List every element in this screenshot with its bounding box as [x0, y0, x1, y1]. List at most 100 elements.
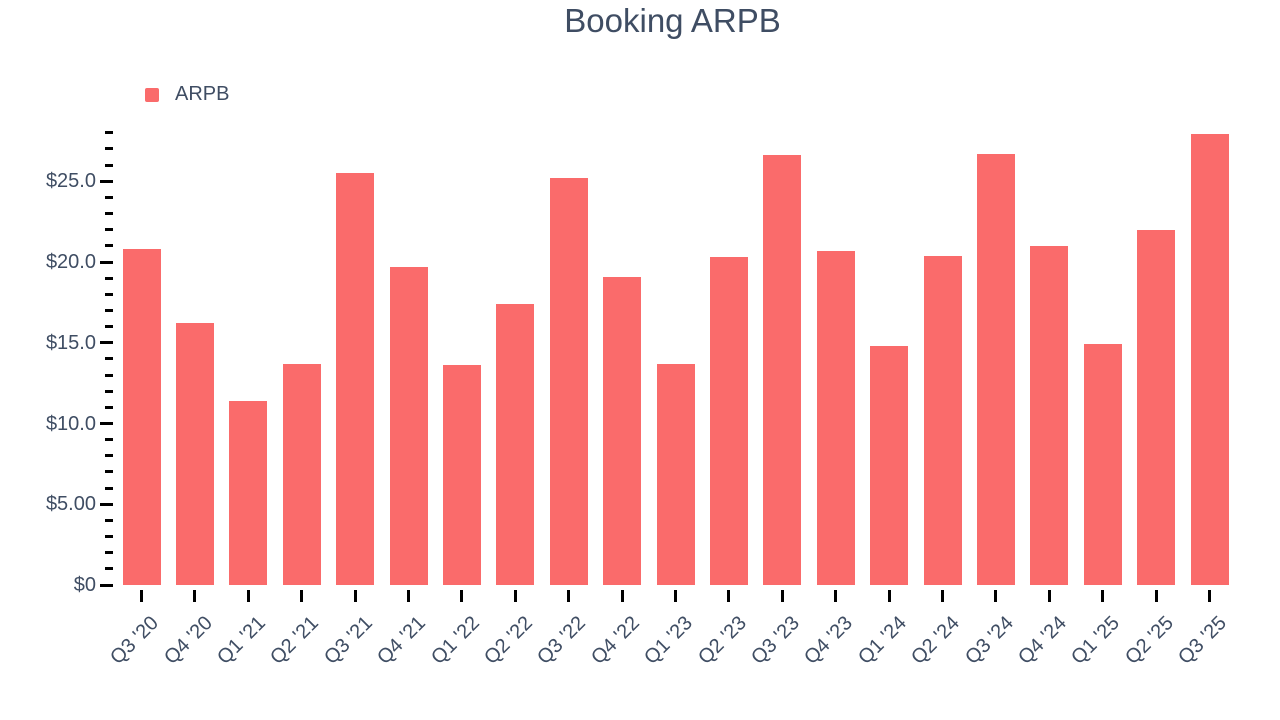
y-axis-tick: [100, 341, 113, 345]
bar[interactable]: [923, 255, 962, 585]
y-axis-tick: [105, 389, 113, 393]
bar[interactable]: [336, 173, 375, 585]
x-axis-tick: [140, 590, 143, 602]
x-axis-tick-label: Q2 '24: [907, 612, 965, 669]
x-axis-tick: [941, 590, 944, 602]
x-axis-tick: [300, 590, 304, 602]
x-axis-tick: [674, 590, 677, 602]
y-axis-tick: [105, 292, 113, 296]
x-axis-tick-label: Q3 '20: [106, 612, 164, 669]
x-axis-tick-label: Q2 '21: [266, 612, 324, 669]
y-axis-tick: [105, 438, 113, 442]
y-axis-tick: [100, 179, 113, 183]
x-axis-tick-label: Q3 '22: [533, 612, 591, 669]
y-axis-tick: [105, 486, 113, 490]
bar[interactable]: [175, 323, 214, 585]
bar[interactable]: [709, 257, 748, 585]
y-axis-tick: [105, 276, 113, 280]
x-axis-tick: [1047, 590, 1051, 602]
x-axis-tick-label: Q3 '24: [960, 612, 1018, 669]
x-axis-tick: [193, 590, 197, 602]
bar[interactable]: [282, 363, 321, 585]
legend-swatch-icon: [145, 87, 159, 102]
x-axis-tick-label: Q1 '23: [640, 612, 698, 669]
y-axis-tick: [105, 325, 113, 329]
x-axis-tick-label: Q4 '24: [1014, 612, 1071, 669]
x-axis-tick: [513, 590, 517, 602]
bar[interactable]: [122, 249, 161, 585]
y-axis-tick: [105, 518, 113, 522]
y-axis-tick: [105, 567, 113, 571]
x-axis-tick-label: Q1 '24: [853, 612, 911, 669]
bar[interactable]: [816, 250, 855, 585]
x-axis-tick-label: Q4 '22: [586, 612, 644, 669]
x-axis-tick: [620, 590, 624, 602]
x-axis-tick: [994, 590, 998, 602]
bar[interactable]: [763, 155, 802, 585]
y-axis-tick: [105, 244, 113, 248]
x-axis-tick: [727, 590, 731, 602]
y-axis-tick: [105, 195, 113, 199]
y-axis-tick: [105, 357, 113, 361]
x-axis-tick: [567, 590, 571, 602]
bar[interactable]: [870, 345, 909, 585]
x-axis-tick-label: Q3 '25: [1174, 612, 1232, 669]
bar[interactable]: [389, 266, 428, 585]
y-axis-tick: [105, 163, 113, 167]
x-axis-tick: [1101, 590, 1105, 602]
y-axis-tick: [105, 131, 113, 135]
x-axis-tick: [246, 590, 250, 602]
y-axis-tick: [100, 422, 113, 425]
x-axis-tick-label: Q1 '21: [213, 612, 270, 669]
x-axis-tick-label: Q2 '23: [693, 612, 751, 669]
x-axis-tick-label: Q4 '21: [373, 612, 431, 669]
y-axis-tick: [105, 228, 113, 232]
y-axis-tick: [105, 373, 113, 377]
bar[interactable]: [496, 303, 535, 585]
y-axis-tick: [100, 260, 113, 264]
bar[interactable]: [1137, 229, 1176, 585]
x-axis-tick-label: Q2 '25: [1120, 612, 1178, 669]
x-axis-tick-label: Q3 '21: [319, 612, 377, 669]
y-axis-tick: [105, 470, 113, 474]
y-axis-tick-label: $25.0: [45, 170, 96, 193]
bar[interactable]: [603, 276, 642, 585]
x-axis-tick-label: Q2 '22: [480, 612, 537, 669]
y-axis-tick-label: $0: [73, 574, 96, 596]
x-axis-tick-label: Q1 '22: [426, 612, 484, 669]
x-axis-tick: [834, 590, 838, 602]
x-axis-tick: [780, 590, 784, 602]
x-axis-tick: [887, 590, 891, 602]
bar[interactable]: [1030, 245, 1069, 585]
y-axis-tick-label: $15.0: [45, 331, 96, 354]
bar[interactable]: [1190, 134, 1229, 585]
bar[interactable]: [549, 178, 588, 585]
y-axis-tick-label: $10.0: [45, 412, 96, 435]
x-axis-tick-label: Q4 '20: [159, 612, 217, 669]
y-axis-tick: [105, 147, 113, 151]
legend-item-arpb[interactable]: ARPB: [145, 83, 229, 106]
x-axis-tick-label: Q3 '23: [747, 612, 804, 669]
y-axis-tick: [105, 212, 113, 216]
y-axis-tick: [105, 535, 113, 539]
y-axis-tick-label: $5.00: [45, 493, 96, 516]
y-axis-tick: [105, 308, 113, 312]
bar[interactable]: [442, 365, 481, 585]
y-axis-tick: [105, 405, 113, 409]
y-axis-tick: [105, 551, 113, 555]
x-axis-tick: [1154, 590, 1158, 602]
bar[interactable]: [1083, 344, 1122, 585]
chart-title: Booking ARPB: [564, 2, 781, 39]
x-axis-tick: [407, 590, 410, 602]
legend-label: ARPB: [175, 83, 230, 105]
bar[interactable]: [229, 400, 268, 585]
bar[interactable]: [656, 363, 695, 585]
y-axis-tick: [100, 502, 113, 506]
x-axis-tick: [353, 590, 357, 602]
y-axis-tick: [100, 583, 113, 587]
y-axis-tick: [105, 454, 113, 458]
bar[interactable]: [976, 153, 1015, 585]
x-axis-tick: [460, 590, 464, 602]
